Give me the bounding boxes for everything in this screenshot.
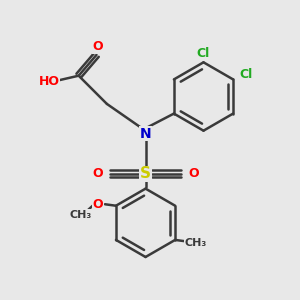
Text: S: S bbox=[140, 166, 151, 181]
Text: O: O bbox=[93, 40, 103, 53]
Text: CH₃: CH₃ bbox=[69, 210, 92, 220]
Text: Cl: Cl bbox=[239, 68, 252, 82]
Text: Cl: Cl bbox=[197, 47, 210, 60]
Text: O: O bbox=[93, 198, 104, 211]
Text: CH₃: CH₃ bbox=[185, 238, 207, 248]
Text: HO: HO bbox=[38, 75, 59, 88]
Text: N: N bbox=[140, 127, 152, 141]
Text: O: O bbox=[92, 167, 103, 180]
Text: O: O bbox=[188, 167, 199, 180]
